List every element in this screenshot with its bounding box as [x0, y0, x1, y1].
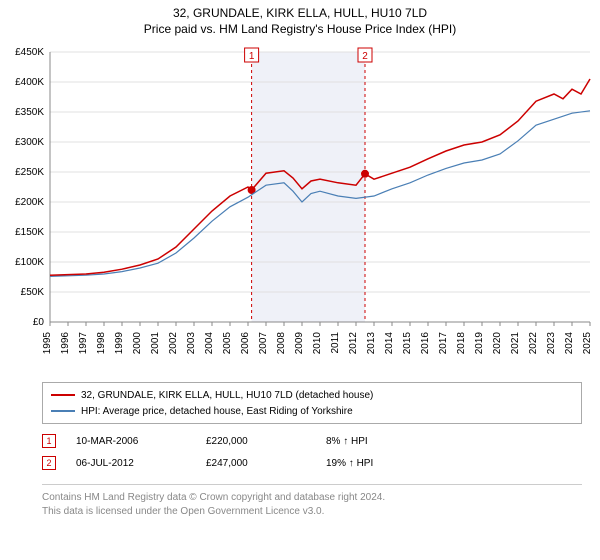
- title-block: 32, GRUNDALE, KIRK ELLA, HULL, HU10 7LD …: [0, 0, 600, 36]
- chart-container: 32, GRUNDALE, KIRK ELLA, HULL, HU10 7LD …: [0, 0, 600, 560]
- x-axis-label: 2006: [240, 332, 251, 355]
- y-axis-label: £0: [33, 317, 45, 328]
- y-axis-label: £200K: [15, 197, 44, 208]
- x-axis-label: 2023: [546, 332, 557, 355]
- x-axis-label: 2000: [132, 332, 143, 355]
- annotation-marker-label: 1: [249, 51, 255, 62]
- x-axis-label: 2021: [510, 332, 521, 355]
- transaction-marker: 1: [42, 434, 56, 448]
- y-axis-label: £450K: [15, 47, 44, 58]
- x-axis-label: 1999: [114, 332, 125, 355]
- x-axis-label: 2016: [420, 332, 431, 355]
- x-axis-label: 2012: [348, 332, 359, 355]
- x-axis-label: 2003: [186, 332, 197, 355]
- transaction-date: 06-JUL-2012: [76, 458, 186, 469]
- transactions-table: 1 10-MAR-2006 £220,000 8% ↑ HPI 2 06-JUL…: [42, 430, 582, 474]
- y-axis-label: £300K: [15, 137, 44, 148]
- disclaimer-text: Contains HM Land Registry data © Crown c…: [42, 484, 582, 519]
- x-axis-label: 1998: [96, 332, 107, 355]
- x-axis-label: 2005: [222, 332, 233, 355]
- x-axis-label: 2020: [492, 332, 503, 355]
- x-axis-label: 2019: [474, 332, 485, 355]
- transaction-price: £220,000: [206, 436, 306, 447]
- x-axis-label: 2011: [330, 332, 341, 354]
- legend-swatch-blue: [51, 410, 75, 412]
- chart-title-address: 32, GRUNDALE, KIRK ELLA, HULL, HU10 7LD: [0, 6, 600, 20]
- transaction-row: 2 06-JUL-2012 £247,000 19% ↑ HPI: [42, 452, 582, 474]
- x-axis-label: 2007: [258, 332, 269, 355]
- legend-row-property: 32, GRUNDALE, KIRK ELLA, HULL, HU10 7LD …: [51, 387, 573, 403]
- chart-title-subtitle: Price paid vs. HM Land Registry's House …: [0, 22, 600, 36]
- y-axis-label: £250K: [15, 167, 44, 178]
- x-axis-label: 2001: [150, 332, 161, 355]
- x-axis-label: 2002: [168, 332, 179, 355]
- chart-plot-area: £0 £50K £100K £150K £200K £250K £300K £350K £400…: [0, 44, 600, 374]
- x-axis-label: 2024: [564, 332, 575, 355]
- transaction-row: 1 10-MAR-2006 £220,000 8% ↑ HPI: [42, 430, 582, 452]
- transaction-pct-vs-hpi: 8% ↑ HPI: [326, 436, 446, 447]
- annotation-band: [252, 52, 365, 322]
- transaction-marker: 2: [42, 456, 56, 470]
- annotation-marker-label: 2: [362, 51, 368, 62]
- legend-label-property: 32, GRUNDALE, KIRK ELLA, HULL, HU10 7LD …: [81, 390, 373, 401]
- disclaimer-line: Contains HM Land Registry data © Crown c…: [42, 491, 582, 505]
- legend-row-hpi: HPI: Average price, detached house, East…: [51, 403, 573, 419]
- legend-label-hpi: HPI: Average price, detached house, East…: [81, 406, 353, 417]
- x-axis-label: 2015: [402, 332, 413, 355]
- x-axis-label: 2010: [312, 332, 323, 355]
- price-line-chart: £0 £50K £100K £150K £200K £250K £300K £350K £400…: [0, 44, 600, 374]
- x-axis-label: 2017: [438, 332, 449, 355]
- x-axis-label: 2018: [456, 332, 467, 355]
- y-axis-label: £100K: [15, 257, 44, 268]
- transaction-date: 10-MAR-2006: [76, 436, 186, 447]
- y-axis-label: £400K: [15, 77, 44, 88]
- x-axis-label: 2008: [276, 332, 287, 355]
- y-axis-label: £50K: [21, 287, 45, 298]
- y-axis-label: £350K: [15, 107, 44, 118]
- legend-swatch-red: [51, 394, 75, 396]
- x-axis-label: 2014: [384, 332, 395, 355]
- legend-box: 32, GRUNDALE, KIRK ELLA, HULL, HU10 7LD …: [42, 382, 582, 424]
- x-axis-label: 1995: [42, 332, 53, 355]
- disclaimer-line: This data is licensed under the Open Gov…: [42, 505, 582, 519]
- x-axis-label: 1996: [60, 332, 71, 355]
- transaction-pct-vs-hpi: 19% ↑ HPI: [326, 458, 446, 469]
- y-axis-label: £150K: [15, 227, 44, 238]
- x-axis-label: 2004: [204, 332, 215, 355]
- x-axis-label: 2013: [366, 332, 377, 355]
- x-axis-label: 2009: [294, 332, 305, 355]
- x-axis-label: 1997: [78, 332, 89, 355]
- x-axis-label: 2022: [528, 332, 539, 355]
- x-axis-label: 2025: [582, 332, 593, 355]
- transaction-price: £247,000: [206, 458, 306, 469]
